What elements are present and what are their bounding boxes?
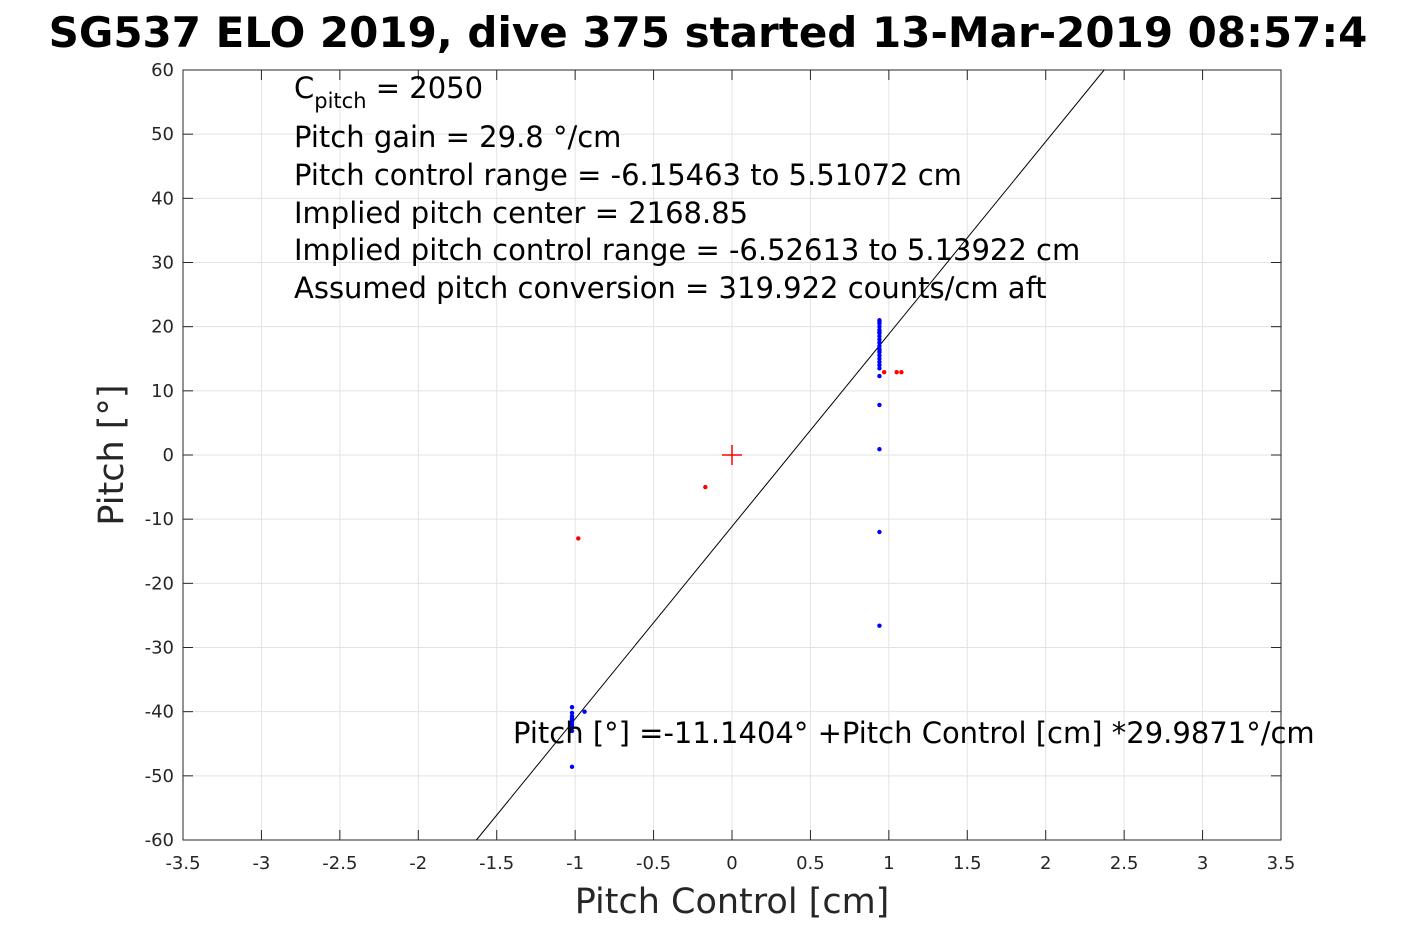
- y-tick-label: 40: [151, 188, 174, 209]
- x-tick-label: 3.5: [1267, 853, 1296, 874]
- implied-pitch-control-range-annotation: Implied pitch control range = -6.52613 t…: [294, 233, 1080, 267]
- blue-data-point: [877, 329, 882, 334]
- x-tick-label: -1: [566, 853, 584, 874]
- y-tick-label: -50: [145, 766, 174, 787]
- blue-data-point: [569, 704, 575, 710]
- x-tick-label: 0.5: [796, 853, 825, 874]
- x-tick-label: 0: [726, 853, 737, 874]
- blue-data-point: [877, 402, 882, 408]
- assumed-pitch-conversion-annotation: Assumed pitch conversion = 319.922 count…: [294, 271, 1047, 305]
- x-tick-label: 1: [883, 853, 894, 874]
- blue-data-point: [877, 623, 882, 628]
- blue-data-point: [877, 343, 882, 349]
- blue-data-point: [877, 359, 882, 365]
- x-tick-label: -2: [409, 853, 427, 874]
- blue-data-point: [569, 710, 575, 716]
- x-tick-label: -0.5: [636, 853, 671, 874]
- blue-data-point: [877, 366, 882, 371]
- y-tick-label: 50: [151, 124, 174, 145]
- x-tick-label: 3: [1197, 853, 1208, 874]
- blue-data-point: [877, 348, 882, 354]
- annotations: Cpitch = 2050 Pitch gain = 29.8 °/cm Pit…: [294, 71, 1315, 750]
- blue-data-point: [569, 724, 575, 730]
- y-tick-label: -30: [145, 638, 174, 659]
- grid: [182, 69, 1282, 841]
- y-tick-label: 10: [151, 381, 174, 402]
- plot-frame: [182, 69, 1282, 841]
- axis-ticks: -3.5 -3 -2.5 -2 -1.5 -1 -0.5 0 0.5 1 1.5 2 2.5 3 3.5 -6…: [145, 60, 1296, 874]
- blue-data-point: [877, 334, 882, 339]
- pitch-control-range-annotation: Pitch control range = -6.15463 to 5.5107…: [294, 158, 962, 192]
- red-data-point: [881, 370, 887, 375]
- y-tick-label: 60: [151, 60, 174, 81]
- pitch-gain-annotation: Pitch gain = 29.8 °/cm: [294, 120, 621, 154]
- red-data-point: [576, 536, 581, 541]
- x-tick-label: -2.5: [322, 853, 357, 874]
- blue-data-point: [569, 764, 575, 770]
- implied-pitch-center-annotation: Implied pitch center = 2168.85: [294, 196, 748, 230]
- fit-equation-label: Pitch [°] =-11.1404° +Pitch Control [cm]…: [513, 716, 1315, 750]
- blue-data-point: [877, 373, 882, 379]
- blue-data-point: [569, 715, 575, 721]
- red-data-point: [899, 370, 904, 375]
- x-tick-label: 2: [1040, 853, 1051, 874]
- chart-title: SG537 ELO 2019, dive 375 started 13-Mar-…: [49, 8, 1368, 57]
- cpitch-annotation: Cpitch = 2050: [294, 71, 483, 113]
- x-tick-label: 2.5: [1110, 853, 1139, 874]
- y-tick-label: 30: [151, 253, 174, 274]
- y-tick-label: 0: [163, 445, 174, 466]
- blue-data-point: [877, 319, 882, 324]
- x-axis-label: Pitch Control [cm]: [575, 882, 890, 922]
- y-tick-label: -40: [145, 702, 174, 723]
- blue-data-point: [877, 337, 882, 342]
- y-tick-label: -10: [145, 509, 174, 530]
- blue-data-point: [569, 728, 575, 734]
- x-tick-label: -3: [252, 853, 270, 874]
- x-tick-label: -3.5: [165, 853, 200, 874]
- blue-data-point: [877, 529, 882, 535]
- blue-data-point: [877, 447, 882, 452]
- x-tick-label: 1.5: [953, 853, 982, 874]
- blue-data-point: [877, 353, 882, 358]
- y-tick-label: -60: [145, 830, 174, 851]
- y-axis-label: Pitch [°]: [92, 384, 132, 525]
- x-tick-label: -1.5: [479, 853, 514, 874]
- blue-data-point: [877, 362, 882, 368]
- blue-data-point: [877, 324, 882, 329]
- fit-line: [476, 69, 1105, 841]
- data-points: [569, 318, 904, 770]
- fit-line-layer: [476, 69, 1105, 841]
- center-plus-marker: [722, 445, 742, 465]
- red-data-point: [894, 370, 899, 375]
- blue-data-point: [877, 356, 882, 361]
- y-tick-label: 20: [151, 317, 174, 338]
- red-data-point: [703, 484, 708, 490]
- blue-data-point: [582, 709, 587, 714]
- blue-data-point: [877, 340, 882, 345]
- y-tick-label: -20: [145, 573, 174, 594]
